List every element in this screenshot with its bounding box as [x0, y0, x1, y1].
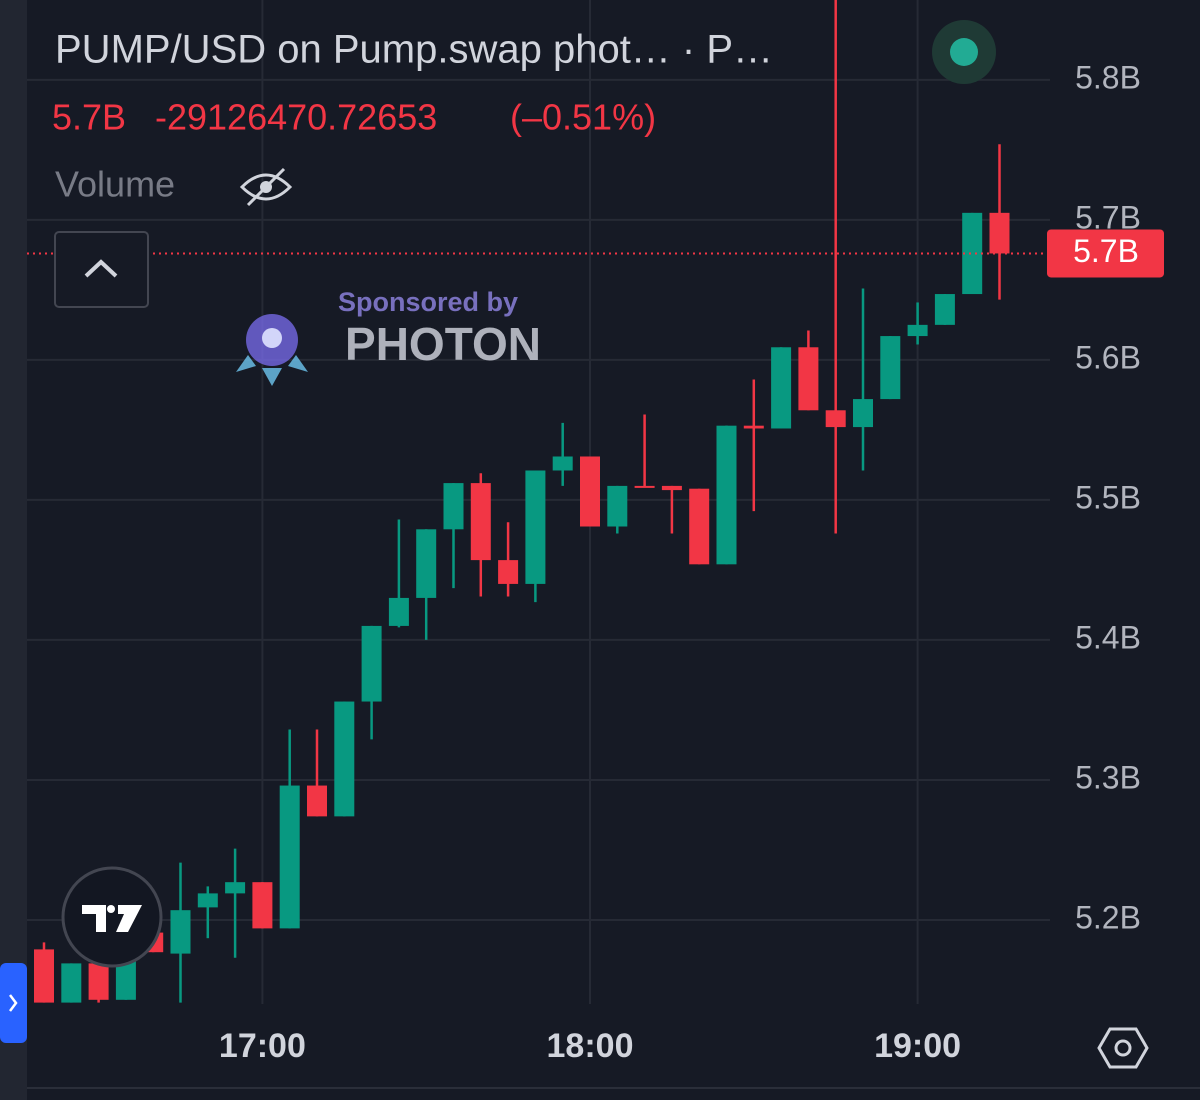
candle-body — [498, 560, 519, 584]
y-tick-label: 5.5B — [1075, 479, 1141, 515]
candle-body — [552, 456, 573, 471]
candle-body — [689, 488, 710, 565]
candle-body — [252, 882, 273, 929]
logo-glyph — [82, 905, 142, 932]
candle-body — [279, 785, 300, 929]
candle-body — [989, 212, 1010, 254]
candle-body — [716, 425, 737, 565]
candle-body — [634, 485, 655, 488]
y-tick-label: 5.6B — [1075, 339, 1141, 375]
candle-body — [607, 485, 628, 527]
candle-body — [197, 893, 218, 908]
candle-body — [907, 324, 928, 337]
candle-body — [661, 485, 682, 491]
tradingview-logo[interactable] — [61, 866, 163, 968]
candle-body — [61, 963, 82, 1003]
candle-body — [334, 701, 355, 817]
logo-dot — [107, 905, 115, 913]
x-tick-label: 19:00 — [874, 1027, 961, 1065]
candle-body — [307, 785, 327, 817]
settings-icon[interactable] — [1097, 1027, 1149, 1069]
side-tab[interactable] — [0, 963, 27, 1043]
candle-body — [388, 597, 409, 626]
settings-hexagon — [1097, 1027, 1149, 1069]
y-tick-label: 5.7B — [1075, 199, 1141, 235]
candle-body — [170, 910, 191, 954]
y-tick-label: 5.8B — [1075, 59, 1141, 95]
candle-body — [880, 336, 901, 400]
candle-body — [962, 212, 983, 295]
watermark: Sponsored by PHOTON — [236, 287, 541, 386]
x-tick-label: 18:00 — [547, 1027, 634, 1065]
y-tick-label: 5.3B — [1075, 759, 1141, 795]
candle-body — [115, 960, 136, 1000]
candle-body — [580, 456, 600, 527]
price: 5.7B — [52, 97, 126, 138]
candle-body — [34, 949, 54, 1003]
hide-icon[interactable] — [239, 167, 293, 207]
price-label: 5.7B — [1073, 233, 1139, 269]
candle-body — [853, 399, 873, 428]
candles — [34, 0, 1010, 1003]
sponsor-text: Sponsored by — [338, 287, 518, 317]
candle-body — [798, 347, 819, 411]
eye-slash — [246, 167, 286, 207]
collapse-button[interactable] — [54, 231, 149, 308]
candle-body — [225, 882, 246, 894]
side-strip — [0, 0, 27, 1100]
candle-body — [825, 410, 846, 428]
candle-body — [470, 483, 491, 561]
candle-body — [525, 470, 546, 584]
photon-logo-fins — [236, 355, 308, 386]
status-dot — [950, 38, 978, 66]
collapse-chevron — [84, 259, 118, 278]
candle-body — [361, 625, 382, 702]
y-tick-label: 5.4B — [1075, 619, 1141, 655]
y-tick-label: 5.2B — [1075, 899, 1141, 935]
overlay: 5.2B 5.3B 5.4B 5.5B 5.6B 5.7B 5.8B 17:00 18:00 19… — [27, 59, 1164, 1065]
candle-body — [88, 963, 109, 1000]
change: -29126470.72653 — [155, 97, 437, 138]
candle-body — [743, 425, 764, 429]
x-tick-label: 17:00 — [219, 1027, 306, 1065]
chart-title: PUMP/USD on Pump.swap phot… · P… — [55, 28, 773, 72]
logo-circle — [61, 866, 163, 968]
settings-core — [1114, 1039, 1132, 1057]
price-label-box — [1047, 229, 1164, 278]
change-pct: (–0.51%) — [510, 97, 656, 138]
brand-text: PHOTON — [345, 318, 541, 370]
candle-body — [416, 529, 437, 598]
indicator-label: Volume — [55, 164, 175, 205]
side-tab-arrow — [9, 994, 18, 1012]
candle-body — [443, 483, 464, 530]
candle-body — [771, 347, 792, 429]
candle-body — [934, 294, 955, 325]
photon-logo-eye — [262, 328, 282, 348]
